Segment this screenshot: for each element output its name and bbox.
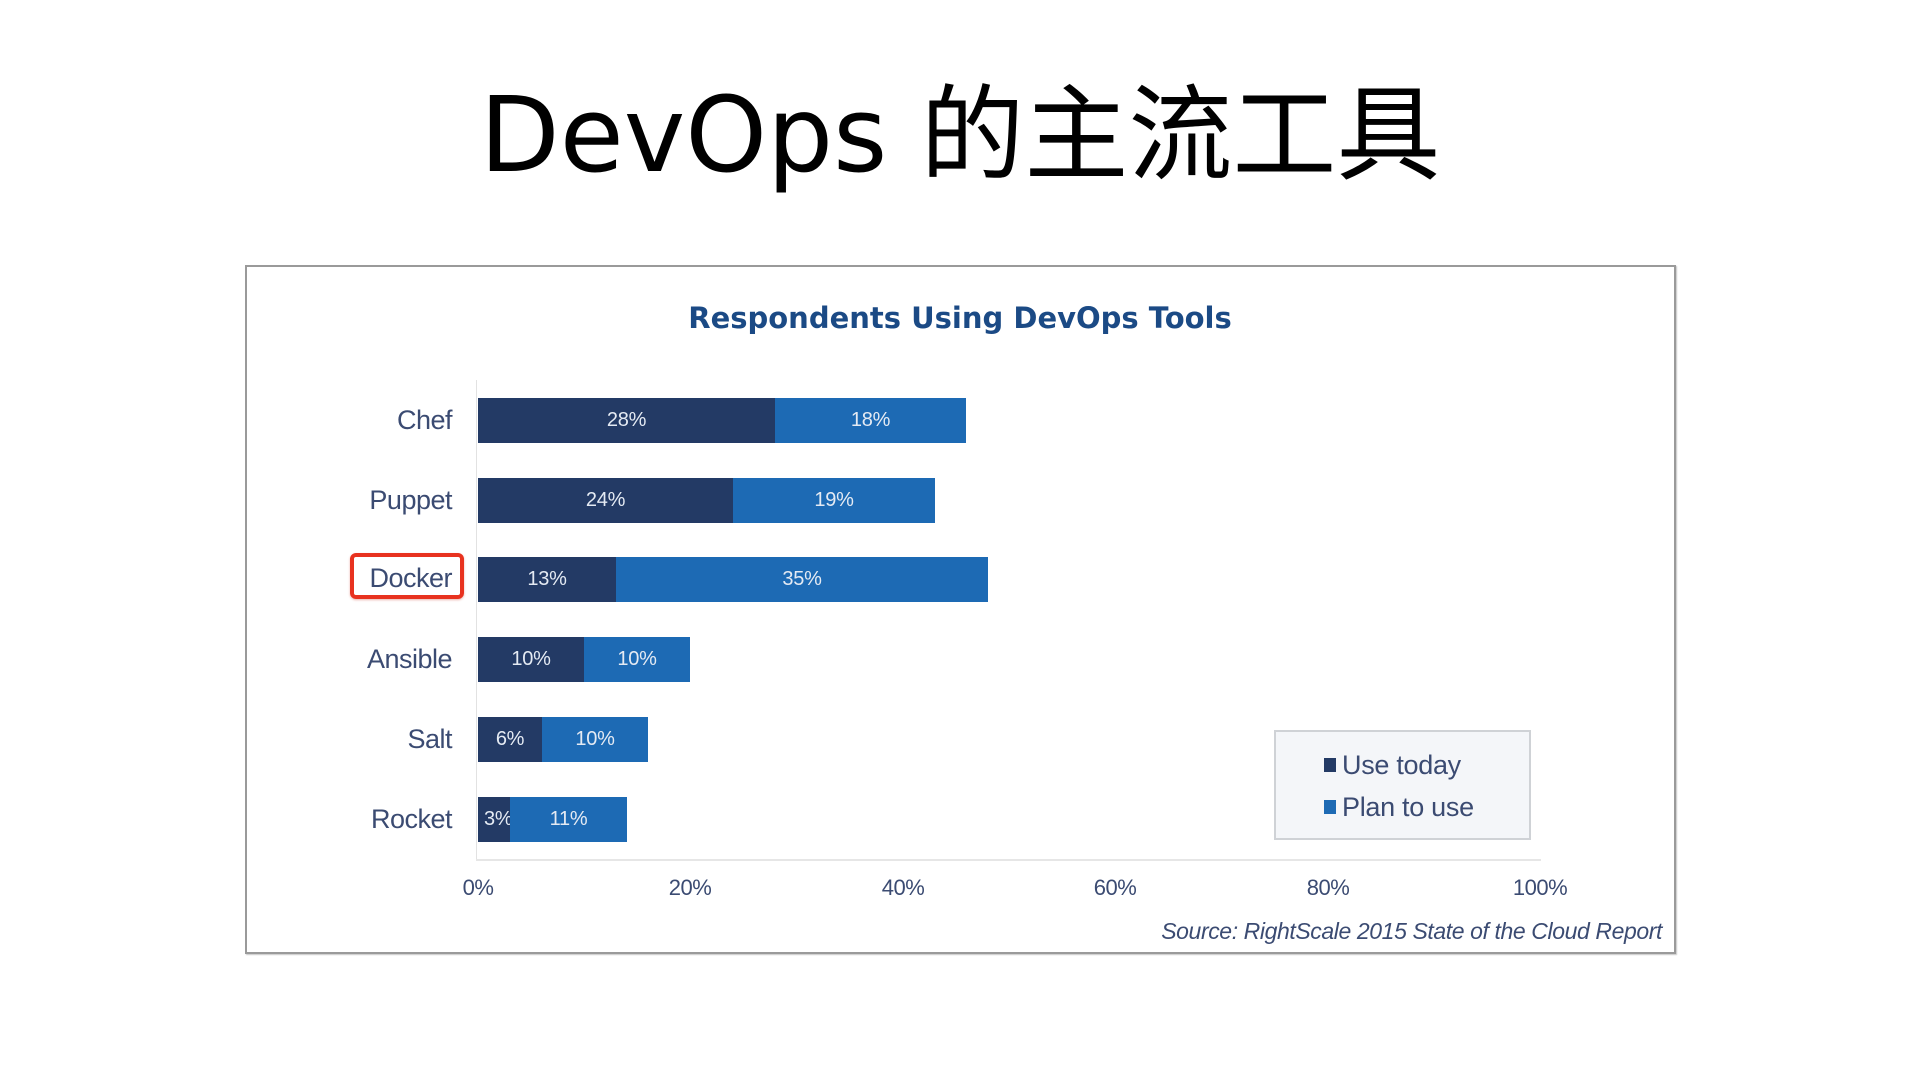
legend-swatch-use-today-icon [1324, 758, 1336, 772]
bar-segment-use-today: 13% [478, 557, 616, 602]
legend-swatch-plan-to-use-icon [1324, 800, 1336, 814]
bar-row-rocket: 3% 11% [478, 797, 627, 842]
bar-row-puppet: 24% 19% [478, 478, 935, 523]
bar-segment-use-today: 24% [478, 478, 733, 523]
x-tick-label: 100% [1512, 875, 1568, 900]
x-tick-label: 20% [668, 875, 712, 900]
bar-segment-use-today: 28% [478, 398, 775, 443]
source-citation: Source: RightScale 2015 State of the Clo… [1161, 918, 1662, 944]
legend-label: Use today [1342, 749, 1461, 780]
docker-highlight-box [350, 553, 464, 599]
bar-segment-plan-to-use: 18% [775, 398, 966, 443]
bar-row-docker: 13% 35% [478, 557, 988, 602]
slide-title: DevOps 的主流工具 [479, 74, 1441, 196]
x-tick-label: 80% [1306, 875, 1350, 900]
legend-item-use-today: Use today [1324, 750, 1461, 780]
bar-segment-plan-to-use: 11% [510, 797, 627, 842]
y-axis-line [476, 380, 477, 861]
chart-title: Respondents Using DevOps Tools [688, 301, 1232, 335]
bar-row-chef: 28% 18% [478, 398, 966, 443]
category-label-rocket: Rocket [370, 804, 453, 834]
x-tick-label: 40% [881, 875, 925, 900]
bar-segment-use-today: 10% [478, 637, 584, 682]
bar-segment-use-today: 6% [478, 717, 542, 762]
bar-row-salt: 6% 10% [478, 717, 648, 762]
legend-item-plan-to-use: Plan to use [1324, 792, 1474, 822]
category-label-chef: Chef [396, 405, 453, 435]
legend-label: Plan to use [1342, 791, 1474, 822]
category-label-puppet: Puppet [369, 485, 452, 515]
bar-row-ansible: 10% 10% [478, 637, 690, 682]
category-label-ansible: Ansible [366, 644, 453, 674]
bar-segment-use-today: 3% [478, 797, 513, 842]
bar-segment-plan-to-use: 10% [542, 717, 648, 762]
bar-segment-plan-to-use: 19% [733, 478, 935, 523]
category-label-salt: Salt [407, 724, 452, 754]
chart-frame [245, 265, 1676, 954]
x-tick-label: 0% [462, 875, 494, 900]
bar-segment-plan-to-use: 35% [616, 557, 988, 602]
bar-segment-plan-to-use: 10% [584, 637, 690, 682]
x-tick-label: 60% [1093, 875, 1137, 900]
category-label-docker: Docker [369, 563, 452, 593]
x-axis-line [476, 859, 1541, 861]
chart-legend: Use today Plan to use [1274, 730, 1531, 840]
